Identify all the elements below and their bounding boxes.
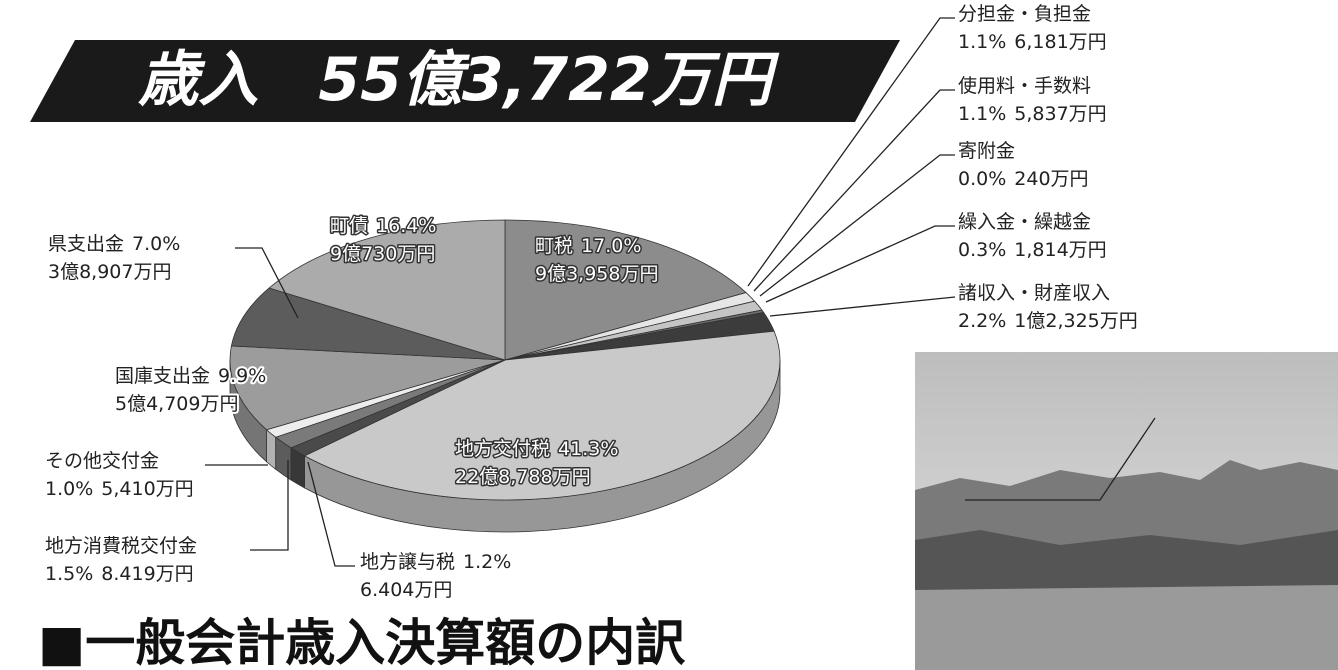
slice-label: 使用料・手数料 (958, 75, 1091, 97)
label-part: 17.0% (581, 235, 641, 257)
label-part: 繰入金・繰越金 (958, 211, 1091, 233)
slice-amount: 3億8,907万円 (48, 261, 171, 283)
slice-amount: 0.3% 1,814万円 (958, 239, 1107, 261)
label-part: 9億3,958万円 (535, 263, 658, 285)
label-part: 町税 (535, 235, 573, 257)
slice-label: 地方消費税交付金 (45, 535, 197, 557)
slice-label: 地方交付税 41.3% (455, 438, 618, 460)
label-part: 使用料・手数料 (958, 75, 1091, 97)
label-part: 5,837万円 (1014, 103, 1106, 125)
label-part: 町債 (330, 215, 368, 237)
label-part: 1.1% (958, 31, 1006, 53)
slice-label: 町税 17.0% (535, 235, 641, 257)
label-part: 7.0% (132, 233, 180, 255)
label-part: 0.0% (958, 168, 1006, 190)
slice-label: 諸収入・財産収入 (958, 282, 1110, 304)
slice-label: 分担金・負担金 (958, 3, 1091, 25)
label-part: 8.419万円 (101, 563, 193, 585)
slice-amount: 1.1% 6,181万円 (958, 31, 1107, 53)
slice-amount: 1.5% 8.419万円 (45, 563, 194, 585)
label-part: 1,814万円 (1014, 239, 1106, 261)
label-part: 諸収入・財産収入 (958, 282, 1110, 304)
label-part: 県支出金 (48, 233, 124, 255)
label-part: 1.5% (45, 563, 93, 585)
label-part: 16.4% (376, 215, 436, 237)
chart-title: 歳入 55億3,722万円 (137, 45, 779, 115)
label-part: 1.1% (958, 103, 1006, 125)
slice-label: 国庫支出金 9.9% (115, 365, 266, 387)
slice-label: 町債 16.4% (330, 215, 436, 237)
label-part: 9.9% (218, 365, 266, 387)
label-part: 1.0% (45, 478, 93, 500)
label-part: その他交付金 (45, 450, 159, 472)
label-part: 地方交付税 (455, 438, 550, 460)
label-part: 6,181万円 (1014, 31, 1106, 53)
label-part: 寄附金 (958, 140, 1015, 162)
chart: 歳入 55億3,722万円 ■一般会計歳入決算額の内訳 町税 17.0% 9億3,9… (0, 0, 1338, 670)
label-part: 分担金・負担金 (958, 3, 1091, 25)
slice-label: その他交付金 (45, 450, 159, 472)
label-part: 240万円 (1014, 168, 1088, 190)
label-part: 1億2,325万円 (1014, 310, 1137, 332)
leader-line (770, 297, 955, 316)
label-part: 1.2% (463, 551, 511, 573)
label-part: 5億4,709万円 (115, 393, 238, 415)
slice-amount: 22億8,788万円 (455, 466, 591, 488)
label-part: 2.2% (958, 310, 1006, 332)
slice-amount: 6.404万円 (360, 579, 452, 601)
label-part: 22億8,788万円 (455, 466, 591, 488)
slice-amount: 9億3,958万円 (535, 263, 658, 285)
label-part: 3億8,907万円 (48, 261, 171, 283)
slice-label: 寄附金 (958, 140, 1015, 162)
heading: ■一般会計歳入決算額の内訳 (38, 614, 685, 670)
slice-amount: 9億730万円 (330, 243, 435, 265)
slice-amount: 2.2% 1億2,325万円 (958, 310, 1138, 332)
slice-amount: 5億4,709万円 (115, 393, 238, 415)
slice-amount: 1.1% 5,837万円 (958, 103, 1107, 125)
label-part: 地方譲与税 (360, 551, 455, 573)
slice-amount: 0.0% 240万円 (958, 168, 1089, 190)
label-part: 6.404万円 (360, 579, 452, 601)
slice-label: 県支出金 7.0% (48, 233, 180, 255)
label-part: 9億730万円 (330, 243, 435, 265)
leader-line (760, 155, 955, 296)
label-part: 国庫支出金 (115, 365, 210, 387)
label-part: 5,410万円 (101, 478, 193, 500)
photo (915, 352, 1338, 670)
label-part: 41.3% (558, 438, 618, 460)
slice-label: 繰入金・繰越金 (958, 211, 1091, 233)
label-part: 0.3% (958, 239, 1006, 261)
leader-line (766, 226, 955, 302)
label-part: 地方消費税交付金 (45, 535, 197, 557)
slice-label: 地方譲与税 1.2% (360, 551, 511, 573)
slice-amount: 1.0% 5,410万円 (45, 478, 194, 500)
